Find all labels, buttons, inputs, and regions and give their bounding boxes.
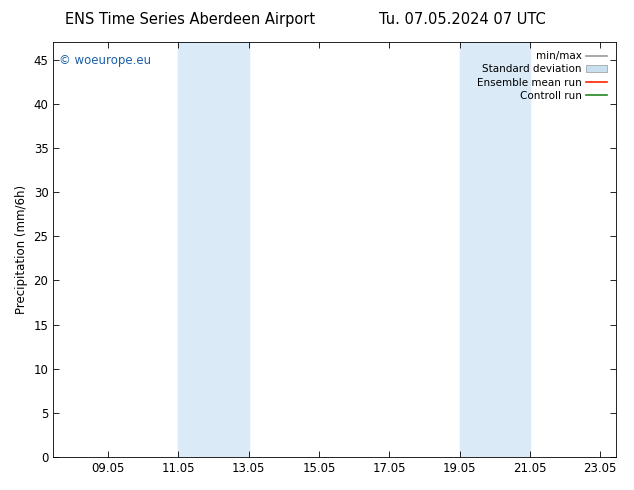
Legend: min/max, Standard deviation, Ensemble mean run, Controll run: min/max, Standard deviation, Ensemble me… (473, 47, 611, 105)
Text: ENS Time Series Aberdeen Airport: ENS Time Series Aberdeen Airport (65, 12, 315, 27)
Text: © woeurope.eu: © woeurope.eu (59, 54, 151, 68)
Bar (460, 42, 530, 457)
Text: Tu. 07.05.2024 07 UTC: Tu. 07.05.2024 07 UTC (379, 12, 547, 27)
Bar (178, 42, 249, 457)
Y-axis label: Precipitation (mm/6h): Precipitation (mm/6h) (15, 185, 28, 314)
